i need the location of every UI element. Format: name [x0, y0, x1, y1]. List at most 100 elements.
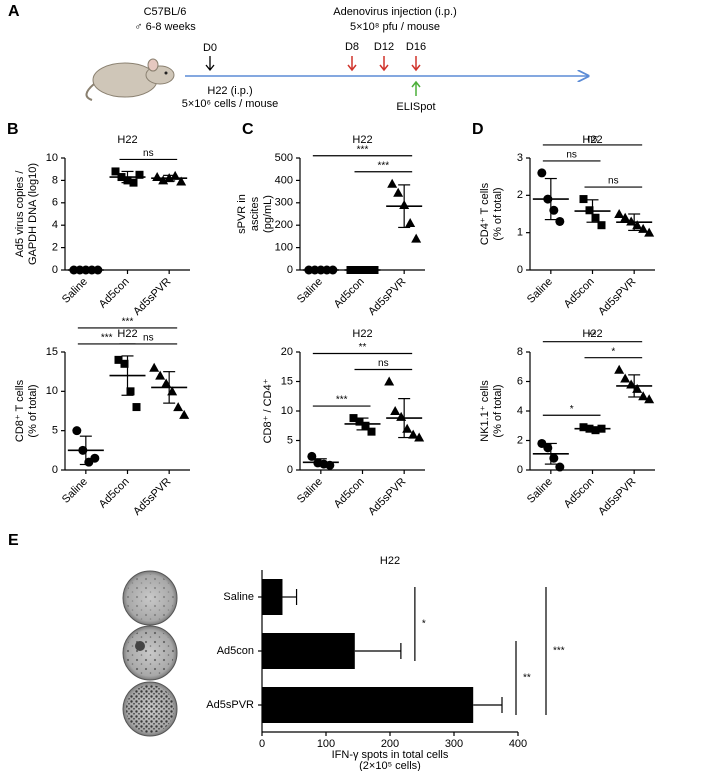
y-axis-label: GAPDH DNA (log10) [27, 163, 39, 265]
point [126, 387, 135, 396]
point [644, 394, 655, 404]
panel-label: C [242, 121, 254, 138]
significance-label: *** [336, 395, 348, 406]
significance-label: ns [143, 148, 154, 159]
point [579, 423, 588, 432]
y-tick-label: 8 [517, 346, 523, 358]
elispot-plates [122, 570, 178, 737]
day-label: D12 [374, 41, 394, 53]
y-axis-label: CD8⁺ / CD4⁺ [262, 378, 274, 443]
y-axis-label: sPVR in [236, 194, 248, 234]
x-tick-label: Ad5con [332, 276, 367, 311]
significance-label: * [611, 346, 615, 357]
y-tick-label: 0 [52, 264, 58, 276]
y-tick-label: 4 [517, 405, 523, 417]
y-tick-label: 0 [287, 264, 293, 276]
point [135, 170, 144, 179]
x-tick-label: Saline [525, 476, 555, 506]
x-tick-label: Ad5sPVR [131, 276, 173, 318]
day-label: D16 [406, 41, 426, 53]
point [555, 216, 565, 226]
x-tick-label: 200 [381, 738, 399, 750]
point [90, 453, 100, 463]
significance-label: ns [378, 358, 389, 369]
chart-title: H22 [582, 134, 602, 146]
y-tick-label: 2 [517, 189, 523, 201]
x-tick-label: Ad5sPVR [131, 476, 173, 518]
y-axis-label: CD8⁺ T cells [14, 379, 26, 442]
y-tick-label: 6 [52, 197, 58, 209]
significance-label: * [422, 619, 426, 630]
chart-title: H22 [582, 328, 602, 340]
chart-title: H22 [352, 134, 372, 146]
x-tick-label: 0 [259, 738, 265, 750]
tumor: H22 (i.p.) [207, 85, 252, 97]
y-tick-label: 15 [281, 375, 293, 387]
x-tick-label: Ad5sPVR [366, 276, 408, 318]
point [361, 421, 370, 430]
y-tick-label: Saline [223, 591, 254, 603]
point [591, 213, 600, 222]
panel-label: D [472, 121, 484, 138]
point [387, 178, 398, 188]
point [614, 209, 625, 218]
day-label: D0 [203, 42, 217, 54]
y-tick-label: 0 [517, 264, 523, 276]
point [537, 168, 547, 178]
point [411, 233, 422, 243]
x-axis-label: IFN-γ spots in total cells [332, 749, 449, 761]
sex-age: ♂ 6-8 weeks [134, 21, 196, 33]
significance-label: ** [359, 342, 367, 353]
y-axis-label: (% of total) [492, 187, 504, 240]
x-tick-label: Ad5con [97, 276, 132, 311]
point [543, 443, 553, 453]
x-tick-label: 400 [509, 738, 527, 750]
chart-title: H22 [380, 555, 400, 567]
x-tick-label: Ad5sPVR [596, 276, 638, 318]
point [597, 221, 606, 230]
y-tick-label: 10 [46, 385, 58, 397]
x-tick-label: Ad5con [332, 476, 367, 511]
y-axis-label: ascites [249, 196, 261, 231]
point [307, 451, 317, 461]
strain: C57BL/6 [144, 6, 187, 18]
x-tick-label: 100 [317, 738, 335, 750]
point [549, 453, 559, 463]
y-tick-label: 500 [275, 152, 293, 164]
point [393, 187, 404, 197]
y-tick-label: Ad5con [217, 645, 254, 657]
significance-label: *** [377, 160, 389, 171]
significance-label: *** [357, 144, 369, 155]
x-tick-label: Ad5con [562, 476, 597, 511]
x-tick-label: Saline [525, 276, 555, 306]
bar [262, 633, 355, 669]
significance-label: * [570, 404, 574, 415]
x-tick-label: Ad5con [97, 476, 132, 511]
point [176, 176, 187, 186]
chart-title: H22 [352, 328, 372, 340]
point [114, 355, 123, 364]
x-tick-label: Saline [295, 476, 325, 506]
x-tick-label: 300 [445, 738, 463, 750]
y-tick-label: 2 [517, 434, 523, 446]
injection-arrows [347, 56, 421, 72]
arrow [205, 56, 215, 72]
x-tick-label: Ad5con [562, 276, 597, 311]
significance-label: *** [101, 333, 113, 344]
significance-label: ** [523, 673, 531, 684]
point [384, 376, 395, 386]
point [549, 205, 559, 215]
y-tick-label: 0 [52, 464, 58, 476]
significance-label: ns [587, 134, 598, 145]
y-tick-label: 400 [275, 174, 293, 186]
point [405, 217, 416, 227]
point [367, 427, 376, 436]
point [555, 462, 565, 472]
bar [262, 579, 283, 615]
point [149, 362, 160, 372]
x-tick-label: Saline [60, 476, 90, 506]
point [173, 402, 184, 412]
point [620, 373, 631, 383]
y-axis-label: Ad5 virus copies / [14, 170, 26, 258]
